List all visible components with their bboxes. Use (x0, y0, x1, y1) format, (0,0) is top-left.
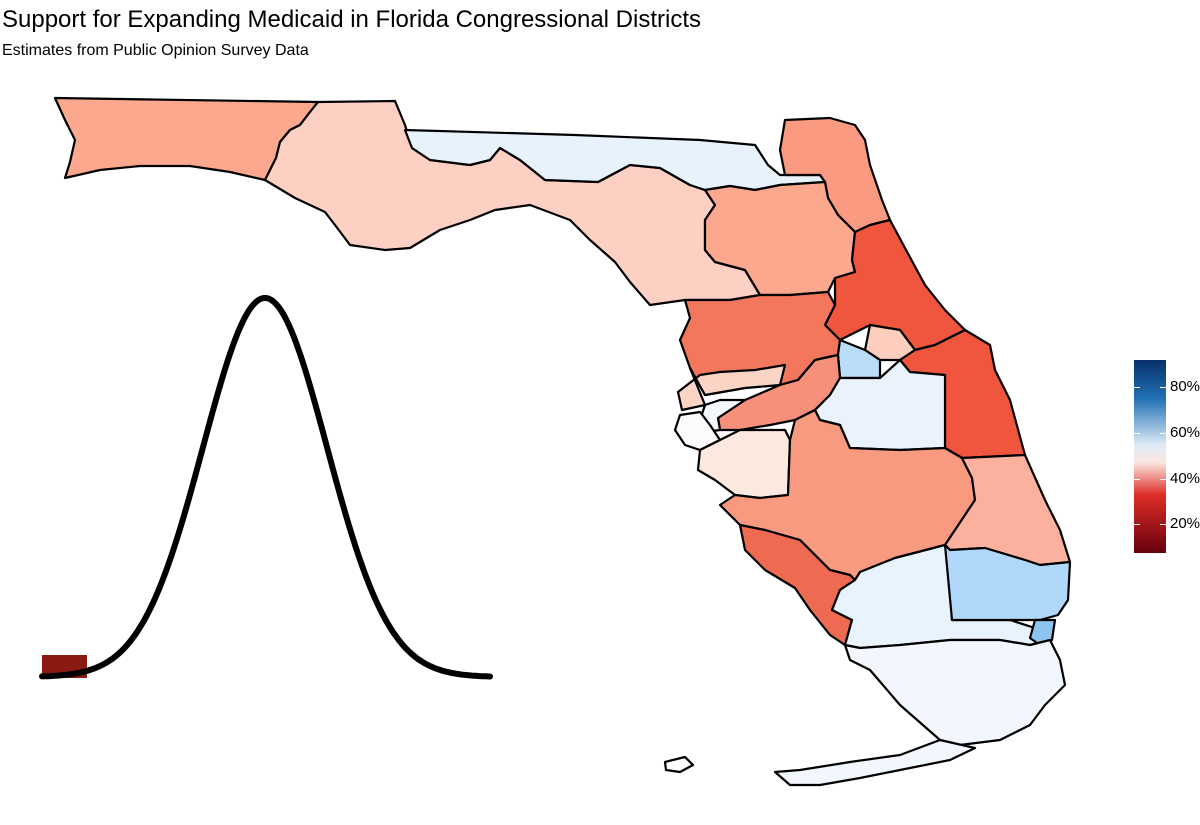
legend-tickmark (1134, 433, 1140, 434)
legend-tickmark (1134, 524, 1140, 525)
district-keys-segment-1 (773, 738, 977, 787)
district-keys-segment-2 (663, 755, 695, 774)
legend-tickmark (1160, 433, 1166, 434)
legend-tickmark (1160, 479, 1166, 480)
legend-tickmark (1134, 387, 1140, 388)
color-legend: 80% 60% 40% 20% (1132, 358, 1200, 558)
legend-tickmark (1134, 479, 1140, 480)
legend-tick-60: 60% (1170, 424, 1200, 441)
district-miami-dade-south[interactable] (843, 638, 1067, 747)
legend-tickmark (1160, 387, 1166, 388)
district-palm-beach[interactable] (943, 543, 1072, 622)
legend-tick-80: 80% (1170, 378, 1200, 395)
density-curve (39, 295, 493, 680)
legend-tick-20: 20% (1170, 515, 1200, 532)
map-subtitle: Estimates from Public Opinion Survey Dat… (2, 42, 309, 59)
map-title: Support for Expanding Medicaid in Florid… (2, 6, 701, 33)
legend-tick-40: 40% (1170, 470, 1200, 487)
district-north-border[interactable] (403, 128, 827, 192)
legend-tickmark (1160, 524, 1166, 525)
district-tampa-bay-north[interactable] (676, 363, 787, 412)
legend-color-bar (1134, 360, 1166, 553)
